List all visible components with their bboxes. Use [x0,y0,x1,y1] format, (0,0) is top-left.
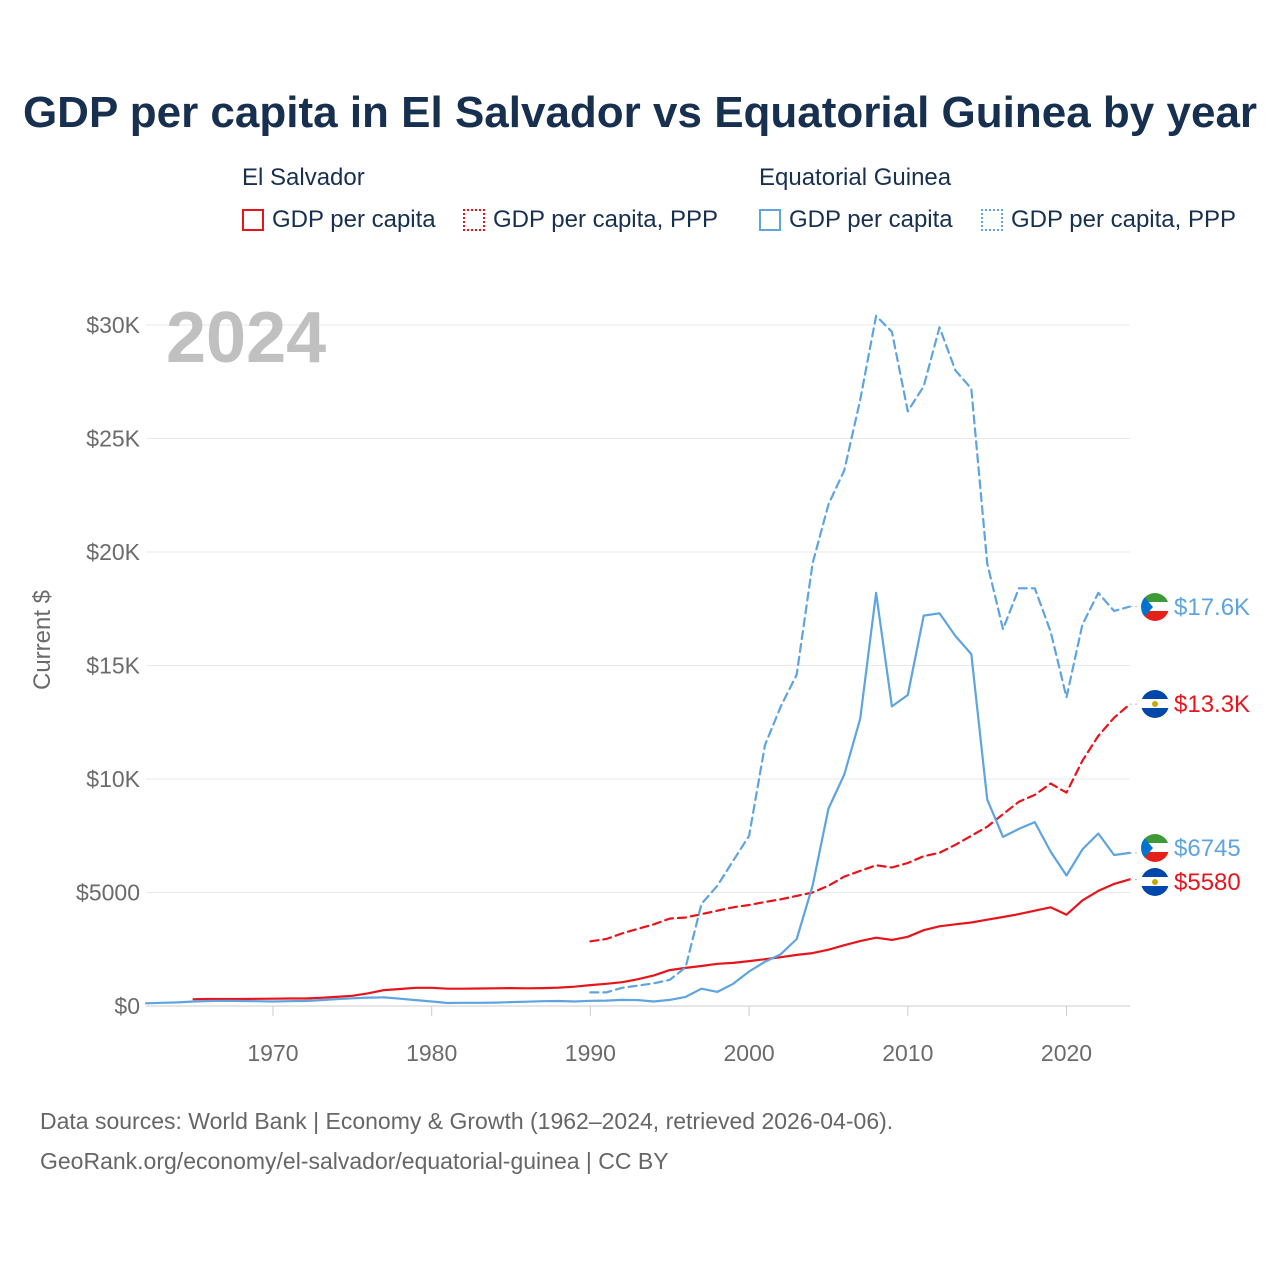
legend-swatch-dotted-red [463,209,485,231]
legend-item-equatorial-guinea-gdp-ppp[interactable]: GDP per capita, PPP [981,204,1236,236]
x-tick-label: 1980 [406,1040,457,1066]
end-label-el-salvador-gdp: $5580 [1174,869,1241,896]
x-tick-label: 1990 [565,1040,616,1066]
y-tick-label: $20K [86,539,140,565]
end-label-equatorial-guinea-ppp: $17.6K [1174,594,1250,621]
legend-swatch-dotted-blue [981,209,1003,231]
series-line-2 [144,591,1132,1005]
el-salvador-flag-icon [1141,868,1169,896]
end-label-equatorial-guinea-gdp: $6745 [1174,835,1241,862]
legend-swatch-solid-blue [759,209,781,231]
x-tick-label: 2010 [882,1040,933,1066]
y-tick-label: $5000 [76,880,140,906]
y-tick-label: $30K [86,312,140,338]
y-tick-label: $15K [86,653,140,679]
legend-label: GDP per capita, PPP [493,206,718,233]
legend-group-el-salvador: El Salvador [242,164,365,191]
legend-item-el-salvador-gdp-ppp[interactable]: GDP per capita, PPP [463,204,718,236]
footer-sources: Data sources: World Bank | Economy & Gro… [40,1108,894,1134]
y-tick-label: $0 [114,993,140,1019]
x-tick-label: 1970 [247,1040,298,1066]
equatorial-guinea-flag-icon [1141,834,1169,862]
legend-label: GDP per capita, PPP [1011,206,1236,233]
y-tick-label: $10K [86,766,140,792]
el-salvador-flag-icon [1141,690,1169,718]
year-badge: 2024 [166,298,326,378]
y-tick-label: $25K [86,426,140,452]
end-label-el-salvador-ppp: $13.3K [1174,691,1250,718]
legend-label: GDP per capita [789,206,953,233]
legend-item-el-salvador-gdp[interactable]: GDP per capita [242,204,436,236]
series-line-3 [589,314,1132,994]
footer-link: GeoRank.org/economy/el-salvador/equatori… [40,1148,669,1174]
equatorial-guinea-flag-icon [1141,593,1169,621]
series-line-0 [192,878,1132,1001]
chart-title: GDP per capita in El Salvador vs Equator… [22,88,1258,137]
legend-group-equatorial-guinea: Equatorial Guinea [759,164,952,191]
x-tick-label: 2000 [724,1040,775,1066]
y-axis-label: Current $ [29,590,56,690]
series-line-1 [589,702,1132,943]
legend-swatch-solid-red [242,209,264,231]
x-tick-label: 2020 [1041,1040,1092,1066]
legend-item-equatorial-guinea-gdp[interactable]: GDP per capita [759,204,953,236]
legend-label: GDP per capita [272,206,436,233]
